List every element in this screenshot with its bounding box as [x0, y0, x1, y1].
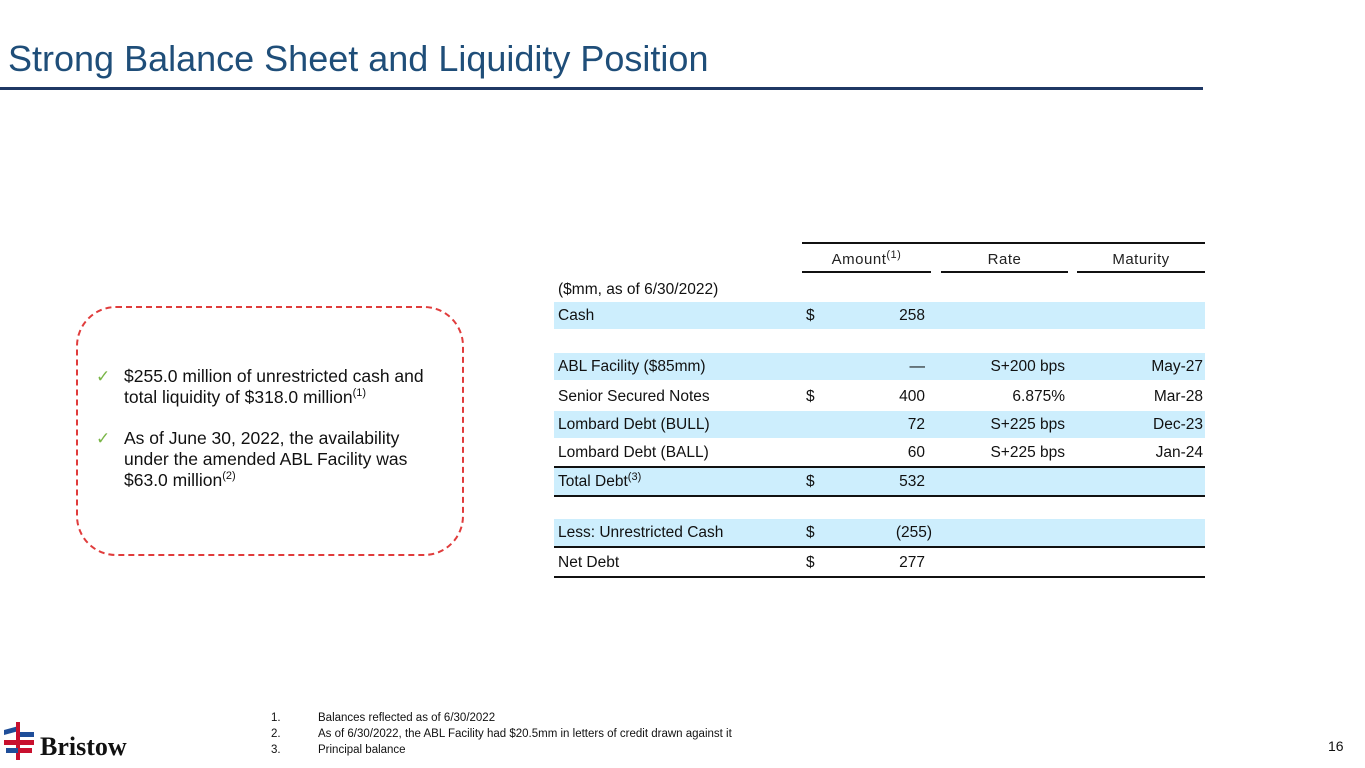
dollar-sign: $ [806, 473, 815, 490]
bullet-sup: (2) [222, 470, 236, 483]
bullet-text: $255.0 million of unrestricted cash and … [124, 366, 424, 407]
amount: 60 [907, 444, 925, 461]
amount: 532 [899, 473, 925, 490]
row-label: Cash [558, 307, 595, 324]
dollar-sign: $ [806, 554, 815, 571]
rate: S+225 bps [990, 444, 1065, 461]
dollar-sign: $ [806, 307, 815, 324]
table-row: Senior Secured Notes $ 400 6.875% Mar-28 [554, 383, 1205, 410]
maturity: May-27 [1151, 358, 1203, 375]
header-top-rule [802, 242, 1205, 272]
amount: 277 [899, 554, 925, 571]
header-amount: Amount(1) [802, 249, 931, 273]
table-row: Lombard Debt (BULL) 72 S+225 bps Dec-23 [554, 411, 1205, 438]
row-label: Net Debt [558, 554, 620, 571]
bullet-list: ✓ $255.0 million of unrestricted cash and… [96, 366, 454, 491]
header-sup: (1) [886, 249, 902, 261]
rate [925, 302, 1065, 329]
bullet-2: ✓ As of June 30, 2022, the availability u… [96, 428, 444, 491]
row-label: ABL Facility ($85mm) [558, 358, 706, 375]
maturity: Dec-23 [1153, 416, 1203, 433]
footnote: 2. As of 6/30/2022, the ABL Facility had … [271, 728, 732, 740]
maturity [1065, 302, 1203, 329]
rate [925, 549, 1065, 576]
maturity: Mar-28 [1153, 388, 1203, 405]
maturity [1065, 468, 1203, 495]
footnote: 3. Principal balance [271, 744, 406, 756]
bullet-text: As of June 30, 2022, the availability un… [124, 428, 408, 490]
bristow-logo: Bristow [4, 722, 144, 767]
rate [925, 468, 1065, 495]
rate: S+225 bps [990, 416, 1065, 433]
table-row: Less: Unrestricted Cash $ (255) [554, 519, 1205, 548]
amount: 258 [899, 307, 925, 324]
rate [925, 519, 1065, 546]
table-row: Lombard Debt (BALL) 60 S+225 bps Jan-24 [554, 439, 1205, 468]
row-label: Less: Unrestricted Cash [558, 524, 724, 541]
amount: 72 [907, 416, 925, 433]
table-row: Net Debt $ 277 [554, 549, 1205, 578]
bullet-sup: (1) [352, 387, 367, 400]
amount: — [909, 358, 926, 375]
row-label: Total Debt(3) [558, 470, 642, 490]
svg-text:Bristow: Bristow [40, 732, 127, 761]
dollar-sign [802, 411, 854, 438]
amount: (255) [895, 524, 932, 541]
dollar-sign: $ [806, 388, 815, 405]
header-maturity: Maturity [1077, 251, 1205, 273]
bullet-1: ✓ $255.0 million of unrestricted cash and… [96, 366, 454, 408]
row-label: Senior Secured Notes [558, 388, 710, 405]
rate: S+200 bps [990, 358, 1065, 375]
table-row: ABL Facility ($85mm) — S+200 bps May-27 [554, 353, 1205, 380]
maturity [1065, 519, 1203, 546]
maturity: Jan-24 [1155, 444, 1203, 461]
check-icon: ✓ [96, 367, 111, 386]
rate: 6.875% [1012, 388, 1065, 405]
check-icon: ✓ [96, 429, 111, 448]
unit-note-row: ($mm, as of 6/30/2022) [554, 276, 1205, 303]
header-rate: Rate [941, 251, 1068, 273]
row-label: Lombard Debt (BALL) [558, 444, 709, 461]
page-number: 16 [1328, 738, 1344, 754]
dollar-sign [802, 353, 854, 380]
amount: 400 [899, 388, 925, 405]
dollar-sign [802, 439, 854, 466]
dollar-sign: $ [806, 524, 815, 541]
table-row: Total Debt(3) $ 532 [554, 468, 1205, 497]
table-row: Cash $ 258 [554, 302, 1205, 329]
unit-note: ($mm, as of 6/30/2022) [558, 281, 719, 298]
bristow-logo-icon: Bristow [4, 722, 127, 761]
title-rule [0, 87, 1203, 90]
highlight-box [76, 306, 464, 556]
row-label: Lombard Debt (BULL) [558, 416, 710, 433]
maturity [1065, 549, 1203, 576]
header-amount-label: Amount [831, 251, 887, 268]
footnote: 1. Balances reflected as of 6/30/2022 [271, 712, 496, 724]
page-title: Strong Balance Sheet and Liquidity Posit… [8, 38, 709, 79]
